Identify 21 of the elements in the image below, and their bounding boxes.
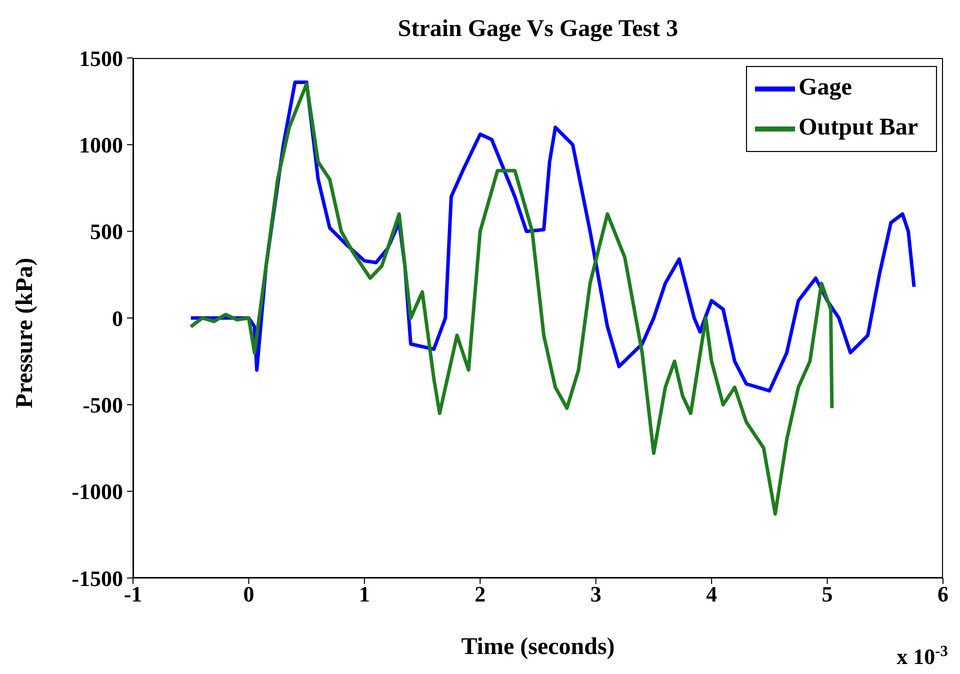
x-tick-label: 4 [706,582,718,607]
x-tick-label: 2 [474,582,486,607]
y-tick-label: 0 [112,306,123,331]
text: x 10$^{-3}$ [896,642,948,669]
x-tick-label: 5 [822,582,833,607]
x-tick-label: -1 [124,582,142,607]
x-tick-label: 3 [590,582,602,607]
chart-title: Strain Gage Vs Gage Test 3 [398,16,678,42]
y-tick-label: 500 [90,219,123,244]
legend-label: Gage [798,74,852,101]
y-tick-label: -1000 [72,479,123,504]
y-tick-label: -500 [82,392,123,418]
x-tick-label: 1 [358,582,370,607]
x-tick-label: 0 [243,582,254,607]
x-tick-label: 6 [938,582,948,607]
y-tick-label: 1000 [79,132,123,158]
y-axis-title: Pressure (kPa) [12,258,38,408]
y-tick-label: -1500 [72,566,123,591]
x-axis-title: Time (seconds) [461,634,615,660]
y-tick-label: 1500 [79,46,123,71]
legend-label: Output Bar [798,114,918,141]
